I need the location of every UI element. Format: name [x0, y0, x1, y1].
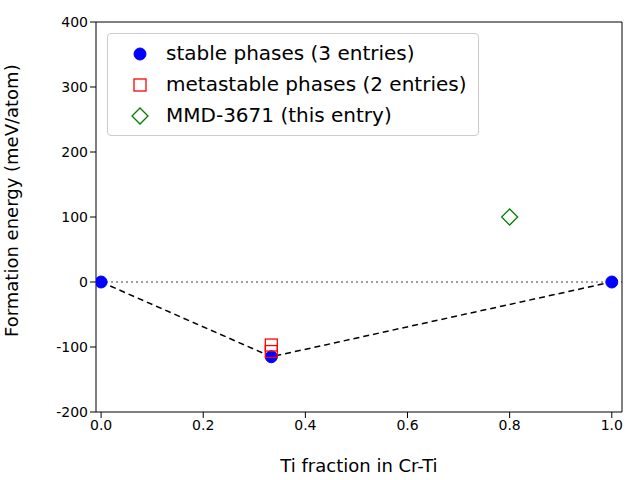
svg-text:-100: -100 — [56, 339, 88, 355]
svg-text:Ti fraction in Cr-Ti: Ti fraction in Cr-Ti — [279, 455, 437, 476]
svg-text:0.4: 0.4 — [294, 417, 316, 433]
svg-text:200: 200 — [61, 144, 88, 160]
svg-text:Formation energy (meV/atom): Formation energy (meV/atom) — [8, 64, 22, 337]
svg-text:300: 300 — [61, 79, 88, 95]
svg-text:100: 100 — [61, 209, 88, 225]
html-text:stable phases (3 entries): stable phases (3 entries) — [166, 41, 415, 65]
svg-text:0.6: 0.6 — [396, 417, 418, 433]
svg-text:0.2: 0.2 — [192, 417, 214, 433]
html-text:MMD-3671 (this entry): MMD-3671 (this entry) — [166, 103, 392, 127]
html-text:metastable phases (2 entries): metastable phases (2 entries) — [166, 72, 467, 96]
svg-text:400: 400 — [61, 14, 88, 30]
svg-text:0: 0 — [79, 274, 88, 290]
svg-text:0.8: 0.8 — [499, 417, 521, 433]
svg-text:-200: -200 — [56, 404, 88, 420]
svg-text:0.0: 0.0 — [90, 417, 112, 433]
svg-text:1.0: 1.0 — [601, 417, 623, 433]
